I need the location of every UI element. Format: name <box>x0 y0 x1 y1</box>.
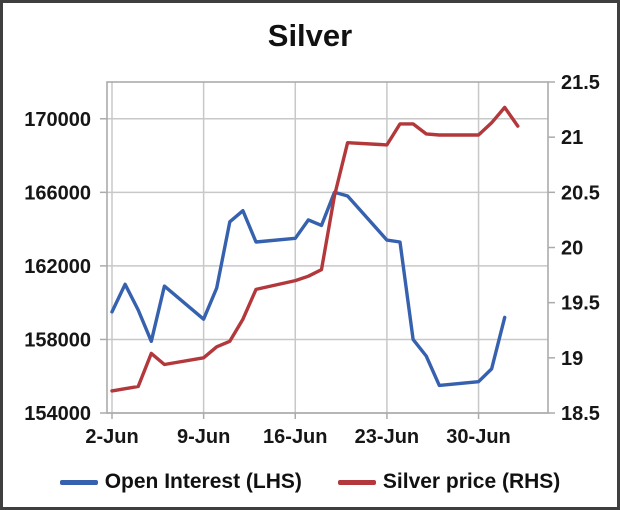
legend-item-open-interest: Open Interest (LHS) <box>59 470 302 494</box>
y-right-label: 19 <box>561 348 583 370</box>
legend-label-silver-price: Silver price (RHS) <box>382 470 561 493</box>
y-right-label: 21 <box>561 127 583 149</box>
plot-border <box>106 81 549 414</box>
x-axis-label: 30-Jun <box>446 426 510 448</box>
y-right-label: 19.5 <box>561 293 600 315</box>
x-axis-label: 9-Jun <box>177 426 230 448</box>
x-axis-label: 23-Jun <box>355 426 419 448</box>
y-left-label: 166000 <box>24 182 91 204</box>
chart-title: Silver <box>267 18 353 53</box>
open-interest-line <box>110 190 507 388</box>
y-right-label: 21.5 <box>561 72 600 94</box>
y-right-label: 20.5 <box>561 182 600 204</box>
x-axis-label: 2-Jun <box>85 426 138 448</box>
silver-price-line <box>110 105 520 393</box>
legend-item-silver-price: Silver price (RHS) <box>337 470 561 494</box>
legend-line-swatch-red <box>337 479 376 485</box>
y-left-label: 170000 <box>24 109 91 131</box>
chart-legend: Open Interest (LHS) Silver price (RHS) <box>3 470 617 494</box>
legend-label-open-interest: Open Interest (LHS) <box>104 470 302 493</box>
y-right-label: 18.5 <box>561 403 600 425</box>
y-left-label: 162000 <box>24 256 91 278</box>
chart-plot: 154000 158000 162000 166000 170000 18.5 19 19.5… <box>24 72 600 448</box>
legend-line-swatch-blue <box>59 479 98 485</box>
y-left-label: 158000 <box>24 329 91 351</box>
x-axis-label: 16-Jun <box>263 426 327 448</box>
y-left-label: 154000 <box>24 403 91 425</box>
y-right-label: 20 <box>561 238 583 260</box>
